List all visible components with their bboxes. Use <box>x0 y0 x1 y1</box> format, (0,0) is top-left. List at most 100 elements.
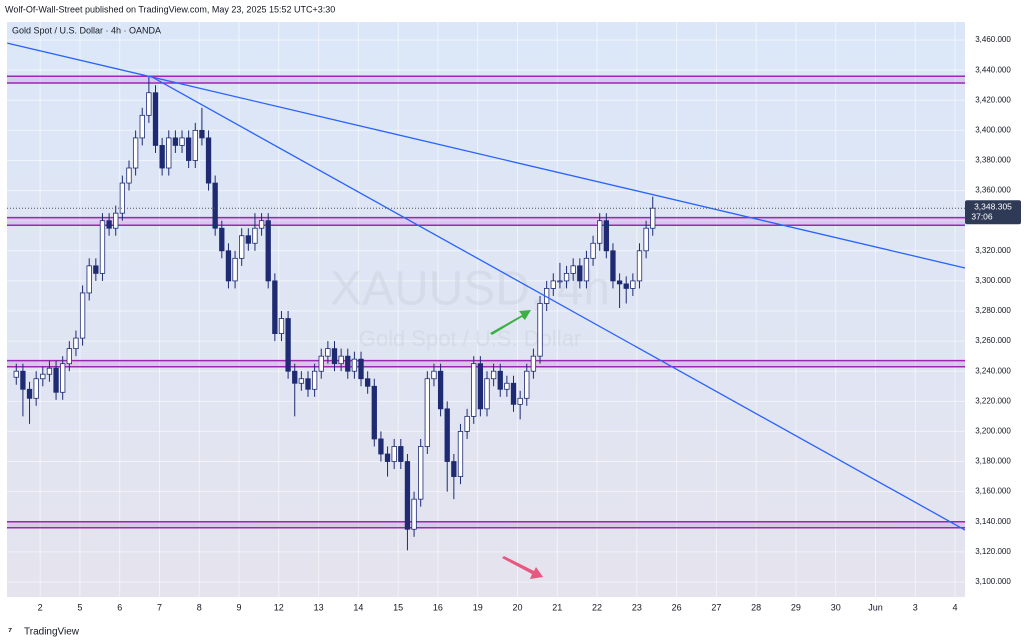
candle-body <box>510 382 517 405</box>
candle-body <box>179 137 185 146</box>
author-line: Wolf-Of-Wall-Street published on Trading… <box>5 4 335 14</box>
y-tick-label: 3,200.000 <box>975 427 1011 436</box>
candle-body <box>391 446 397 462</box>
time-axis <box>7 597 1022 621</box>
candle-body <box>265 220 271 282</box>
candle-body <box>126 167 132 184</box>
candle-body <box>603 220 609 252</box>
candle-body <box>431 370 437 380</box>
candle-body <box>232 257 238 282</box>
y-tick-label: 3,420.000 <box>975 95 1011 104</box>
candle-body <box>378 438 384 455</box>
candle-body <box>557 280 563 283</box>
y-tick-label: 3,280.000 <box>975 306 1011 315</box>
candle-body <box>404 461 411 530</box>
x-tick-label: 30 <box>831 602 841 612</box>
candle-body <box>285 318 291 372</box>
candle-body <box>583 257 590 282</box>
candle-body <box>278 318 285 334</box>
candle-body <box>418 446 424 500</box>
x-tick-label: 7 <box>157 602 162 612</box>
candle-body <box>577 265 583 282</box>
candle-body <box>490 370 497 380</box>
candle-body <box>610 250 616 282</box>
candle-body <box>484 378 490 410</box>
candle-body <box>590 242 596 259</box>
candle-body <box>106 220 112 229</box>
x-tick-label: 9 <box>237 602 242 612</box>
y-tick-label: 3,460.000 <box>975 35 1011 44</box>
x-tick-label: 12 <box>274 602 284 612</box>
candle-body <box>258 220 265 229</box>
candle-body <box>245 235 251 244</box>
candle-body <box>325 348 331 357</box>
brand-name: TradingView <box>24 627 80 638</box>
plot-background <box>7 22 965 597</box>
y-tick-label: 3,120.000 <box>975 547 1011 556</box>
x-tick-label: 5 <box>77 602 82 612</box>
candle-body <box>13 370 19 378</box>
zone <box>7 76 965 83</box>
x-tick-label: 13 <box>314 602 324 612</box>
candle-body <box>537 303 543 357</box>
pink-arrow <box>502 556 543 579</box>
candle-body <box>371 385 377 440</box>
y-tick-label: 3,300.000 <box>975 276 1011 285</box>
x-tick-label: 8 <box>197 602 202 612</box>
candle-body <box>199 129 205 139</box>
candle-body <box>40 373 46 380</box>
candle-body <box>99 220 106 274</box>
candle-body <box>305 378 311 390</box>
zone <box>7 521 965 528</box>
candle-body <box>331 348 338 365</box>
y-tick-label: 3,100.000 <box>975 577 1011 586</box>
y-tick-label: 3,260.000 <box>975 336 1011 345</box>
y-tick-label: 3,220.000 <box>975 396 1011 405</box>
x-tick-label: 21 <box>552 602 562 612</box>
y-tick-label: 3,140.000 <box>975 517 1011 526</box>
x-tick-label: 29 <box>791 602 801 612</box>
y-tick-label: 3,160.000 <box>975 487 1011 496</box>
symbol-title: Gold Spot / U.S. Dollar · 4h · OANDA <box>12 25 161 35</box>
candle-body <box>292 370 298 384</box>
candle-body <box>119 182 126 214</box>
candle-body <box>205 137 212 184</box>
candle-body <box>152 92 159 146</box>
watermark: XAUUSD, 4h <box>330 263 610 316</box>
candle-body <box>93 265 99 274</box>
candle-body <box>530 355 537 372</box>
candle-body <box>464 415 470 432</box>
candle-body <box>517 397 523 405</box>
x-tick-label: 28 <box>751 602 761 612</box>
candle-body <box>86 265 92 294</box>
candle-body <box>630 280 636 289</box>
candle-body <box>212 182 218 229</box>
candle-body <box>471 363 477 417</box>
candle-body <box>166 137 172 169</box>
trend-line <box>7 42 966 269</box>
candle-body <box>497 370 503 390</box>
candle-body <box>192 129 198 161</box>
y-tick-label: 3,320.000 <box>975 246 1011 255</box>
y-tick-label: 3,440.000 <box>975 65 1011 74</box>
zone <box>7 217 965 226</box>
candle-body <box>298 378 305 384</box>
x-tick-label: 26 <box>672 602 682 612</box>
y-tick-label: 3,360.000 <box>975 186 1011 195</box>
candle-body <box>398 446 404 462</box>
x-tick-label: 16 <box>433 602 443 612</box>
candle-body <box>272 280 278 334</box>
brand: ⁷ <box>8 627 12 638</box>
x-tick-label: 4 <box>953 602 958 612</box>
x-tick-label: 15 <box>393 602 403 612</box>
candle-body <box>219 227 225 252</box>
candle-body <box>159 145 165 169</box>
candle-body <box>384 453 391 462</box>
candle-body <box>351 358 358 372</box>
candle-body <box>33 378 39 399</box>
candle-body <box>26 388 33 399</box>
y-tick-label: 3,400.000 <box>975 125 1011 134</box>
candle-body <box>437 370 444 410</box>
candle-body <box>504 382 510 390</box>
